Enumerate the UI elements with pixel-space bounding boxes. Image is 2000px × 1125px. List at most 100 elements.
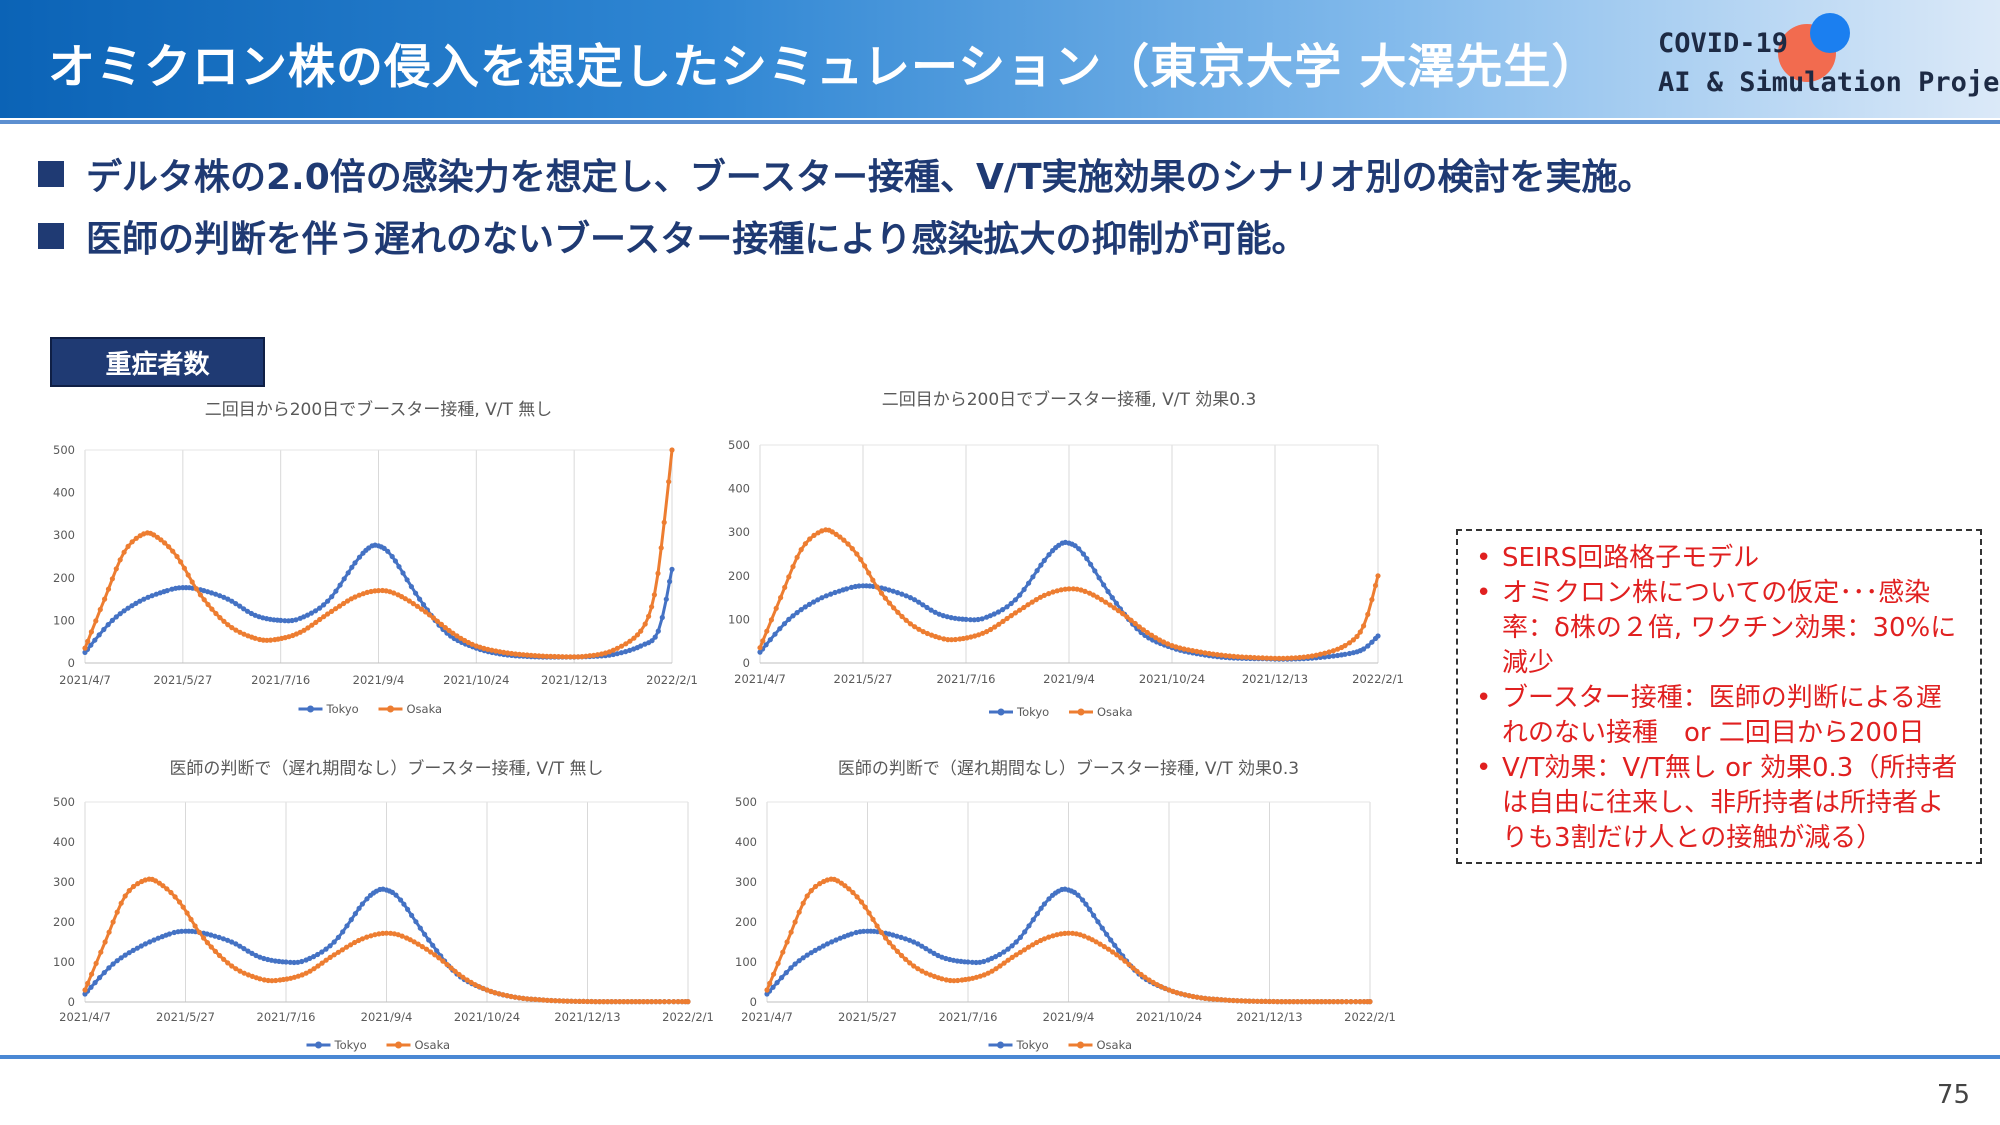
series-point — [208, 944, 214, 950]
chart-legend: Tokyo Osaka — [989, 705, 1133, 719]
series-point — [1134, 968, 1140, 974]
series-point — [1202, 650, 1208, 656]
series-point — [936, 635, 942, 641]
series-point — [1149, 632, 1155, 638]
series-point — [1017, 607, 1023, 613]
series-point — [1050, 589, 1056, 595]
series-point — [356, 905, 362, 911]
series-point — [618, 650, 625, 656]
series-point — [1071, 889, 1077, 895]
series-point — [1222, 997, 1228, 1003]
series-point — [899, 591, 905, 597]
series-point — [649, 604, 655, 610]
series-point — [944, 614, 950, 620]
series-point — [372, 932, 378, 938]
series-point — [1111, 605, 1117, 611]
logo-line2: AI & Simulation Project — [1658, 67, 2000, 98]
series-point — [268, 637, 274, 643]
series-point — [209, 606, 215, 612]
series-point — [1270, 998, 1277, 1005]
x-tick-label: 2021/4/7 — [59, 1010, 111, 1024]
y-tick-label: 400 — [735, 835, 757, 849]
series-point — [317, 616, 323, 623]
series-point — [528, 996, 534, 1002]
x-tick-label: 2021/9/4 — [361, 1010, 413, 1024]
series-point — [1258, 998, 1265, 1004]
series-point — [458, 635, 464, 641]
series-point — [899, 613, 905, 620]
series-point — [1170, 988, 1176, 994]
series-point — [171, 929, 177, 936]
series-point — [1239, 654, 1245, 660]
footer-divider — [0, 1055, 2000, 1059]
series-point — [464, 977, 470, 983]
series-point — [583, 653, 589, 659]
series-point — [1348, 999, 1354, 1005]
series-point — [352, 560, 358, 566]
series-point — [1109, 595, 1115, 601]
series-point — [911, 597, 918, 603]
x-tick-label: 2021/10/24 — [1136, 1010, 1202, 1024]
series-point — [1041, 936, 1047, 942]
series-point — [137, 598, 143, 604]
series-point — [955, 977, 961, 984]
y-tick-label: 300 — [728, 525, 750, 539]
series-point — [1178, 991, 1184, 997]
series-point — [344, 598, 351, 604]
series-point — [1012, 610, 1018, 616]
series-point — [452, 968, 458, 974]
series-point — [221, 956, 227, 962]
series-point — [1247, 654, 1253, 660]
series-point — [323, 946, 329, 952]
series-point — [886, 587, 892, 593]
series-point — [129, 539, 135, 545]
series-point — [356, 554, 363, 560]
x-tick-label: 2022/2/1 — [1344, 1010, 1396, 1024]
series-point — [788, 929, 794, 935]
series-point — [1030, 942, 1036, 948]
series-point — [1058, 587, 1064, 593]
series-point — [1092, 568, 1098, 574]
y-tick-label: 200 — [728, 569, 750, 583]
series-point — [981, 958, 987, 965]
series-point — [548, 997, 554, 1004]
series-point — [800, 955, 806, 961]
series-point — [572, 998, 579, 1004]
series-point — [1315, 999, 1321, 1005]
series-point — [1005, 957, 1011, 963]
slide-title: オミクロン株の侵入を想定したシミュレーション（東京大学 大澤先生） — [48, 40, 1600, 95]
series-point — [252, 635, 258, 641]
series-point — [1264, 655, 1270, 661]
series-point — [951, 978, 957, 984]
series-point — [82, 987, 88, 993]
series-point — [1116, 948, 1122, 954]
series-point — [1103, 599, 1109, 605]
series-point — [618, 643, 625, 649]
series-point — [114, 909, 120, 915]
series-point — [524, 996, 530, 1002]
series-point — [1066, 586, 1072, 592]
series-point — [399, 933, 405, 939]
series-point — [623, 649, 629, 655]
series-point — [485, 646, 491, 652]
series-point — [299, 972, 305, 978]
series-point — [93, 618, 99, 624]
series-point — [237, 968, 243, 974]
series-point — [341, 576, 347, 582]
series-point — [1365, 611, 1371, 617]
x-tick-label: 2021/12/13 — [1242, 672, 1308, 686]
series-point — [217, 593, 223, 599]
series-point — [305, 625, 311, 631]
series-point — [97, 975, 103, 981]
series-point — [1268, 655, 1274, 661]
series-point — [1089, 937, 1095, 943]
series-point — [1017, 934, 1023, 940]
series-point — [1301, 654, 1307, 660]
series-point — [520, 652, 526, 658]
series-point — [1214, 652, 1220, 658]
series-point — [1104, 931, 1110, 937]
series-point — [820, 943, 826, 949]
series-point — [997, 951, 1003, 958]
series-point — [916, 599, 922, 605]
series-point — [516, 995, 522, 1001]
